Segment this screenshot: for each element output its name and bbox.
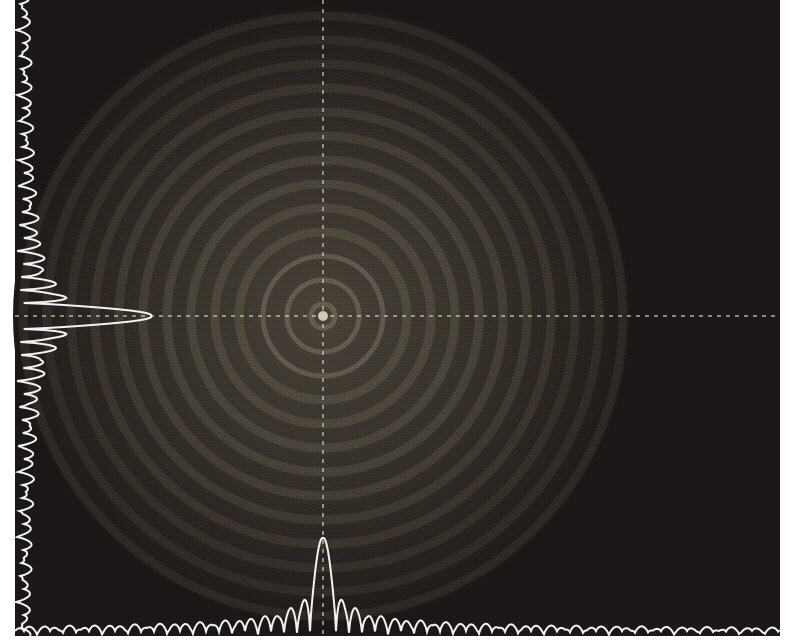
page-body: (() => { const svg = document.getElement… [0,0,791,640]
diffraction-view [0,0,791,640]
page: {} html, body { margin: 0; padding: 0; b… [0,0,791,640]
central-spot [318,311,328,321]
dither-overlay [15,0,780,636]
